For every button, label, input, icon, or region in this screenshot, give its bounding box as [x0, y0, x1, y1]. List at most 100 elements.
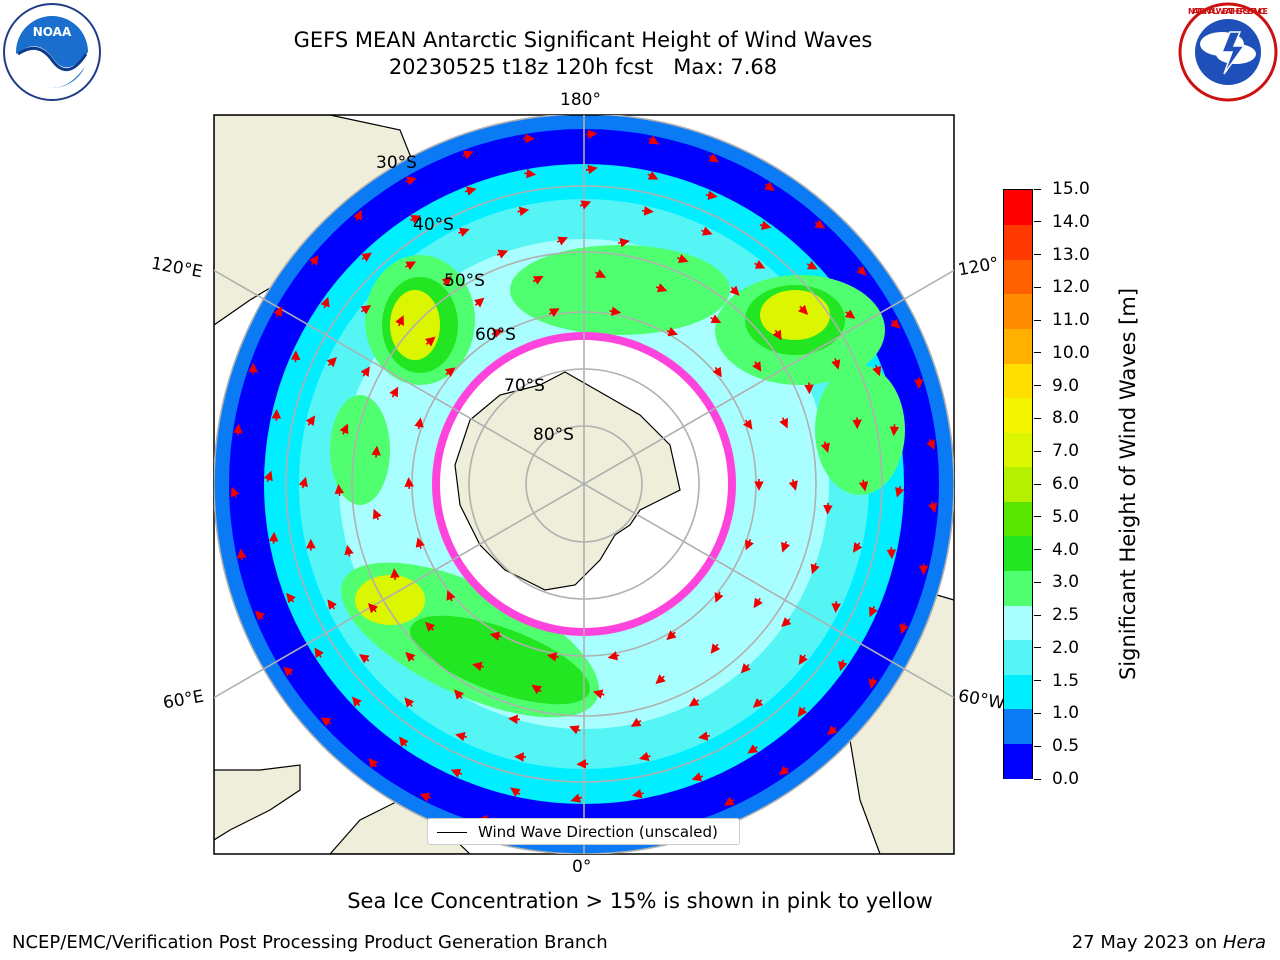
- wave-direction-arrow: [508, 714, 520, 725]
- wave-direction-arrow: [389, 386, 399, 398]
- wave-direction-arrow: [899, 622, 909, 635]
- wave-direction-arrow: [585, 164, 598, 175]
- wave-direction-arrow: [344, 544, 354, 557]
- antarctica-land: [454, 371, 681, 591]
- run-date-text: 27 May 2023 on: [1071, 932, 1223, 953]
- wave-direction-arrow: [489, 631, 502, 641]
- wave-direction-arrow: [368, 757, 379, 769]
- wave-direction-arrow: [444, 367, 456, 377]
- wave-direction-arrow: [858, 479, 869, 492]
- wave-direction-arrow: [474, 297, 485, 308]
- colorbar-tick: [1034, 286, 1041, 288]
- wave-direction-arrow: [772, 329, 782, 341]
- wave-direction-arrow: [814, 219, 826, 229]
- sea-ice-note: Sea Ice Concentration > 15% is shown in …: [347, 889, 933, 913]
- wave-direction-arrow: [268, 531, 279, 544]
- wave-direction-arrow: [399, 736, 409, 748]
- colorbar-segment: [1004, 362, 1032, 399]
- wave-direction-arrow: [327, 599, 337, 610]
- colorbar-segment: [1004, 501, 1032, 537]
- map-legend: Wind Wave Direction (unscaled): [427, 818, 740, 845]
- wave-direction-arrow: [641, 206, 654, 216]
- wave-direction-arrow: [895, 485, 905, 498]
- wave-direction-arrow: [360, 304, 372, 315]
- wave-direction-arrow: [352, 696, 362, 707]
- wave-direction-arrow: [810, 562, 820, 575]
- wave-direction-arrow: [729, 285, 740, 296]
- wave-direction-arrow: [371, 445, 381, 458]
- wave-direction-arrow: [868, 605, 878, 618]
- colorbar-segment: [1004, 535, 1032, 572]
- wave-direction-arrow: [491, 329, 503, 338]
- colorbar-tick: [1034, 581, 1041, 583]
- colorbar-tick-label: 6.0: [1052, 474, 1080, 494]
- colorbar-tick: [1034, 417, 1041, 419]
- colorbar-tick: [1034, 221, 1041, 223]
- wave-direction-arrow: [405, 261, 417, 271]
- wave-direction-arrow: [283, 666, 294, 677]
- wave-direction-arrow: [754, 260, 766, 269]
- lat-label-30s: 30°S: [376, 153, 417, 173]
- colorbar-segment: [1004, 466, 1032, 502]
- colorbar-tick: [1034, 385, 1041, 387]
- wave-direction-arrow: [464, 186, 477, 196]
- wave-direction-arrow: [263, 470, 273, 483]
- colorbar-tick-label: 9.0: [1052, 375, 1080, 396]
- wave-direction-arrow: [764, 181, 775, 192]
- wave-direction-arrow: [254, 610, 265, 621]
- meridian-line: [583, 483, 954, 699]
- colorbar-tick: [1034, 745, 1041, 747]
- colorbar-tick-label: 4.0: [1052, 539, 1080, 560]
- legend-label: Wind Wave Direction (unscaled): [478, 823, 718, 841]
- colorbar-tick: [1034, 254, 1041, 256]
- colorbar-tick-label: 8.0: [1052, 408, 1080, 429]
- colorbar-tick-label: 2.0: [1052, 637, 1080, 658]
- wave-direction-arrow: [701, 226, 713, 236]
- wave-direction-arrow: [585, 129, 598, 140]
- wave-direction-arrow: [358, 654, 370, 664]
- wave-direction-arrow: [753, 597, 763, 609]
- wave-direction-arrow: [404, 477, 414, 490]
- wave-direction-arrow: [705, 190, 718, 201]
- colorbar-tick: [1034, 680, 1041, 682]
- wave-direction-arrow: [472, 661, 484, 672]
- wave-direction-arrow: [647, 170, 659, 180]
- wave-direction-arrow: [927, 501, 938, 513]
- colorbar-segment: [1004, 190, 1032, 226]
- wave-direction-arrow: [798, 654, 808, 665]
- wave-direction-arrow: [677, 254, 689, 264]
- wave-direction-arrow: [524, 168, 537, 179]
- wave-direction-arrow: [517, 206, 530, 217]
- wave-direction-arrow: [688, 697, 700, 707]
- svg-text:NATIONAL WEATHER SERVICE: NATIONAL WEATHER SERVICE: [1188, 7, 1268, 16]
- wave-direction-arrow: [273, 306, 283, 318]
- wave-direction-arrow: [286, 592, 296, 604]
- wave-direction-arrow: [569, 725, 581, 735]
- wave-direction-arrow: [458, 227, 470, 237]
- wave-direction-arrow: [390, 568, 400, 581]
- wave-direction-arrow: [872, 364, 882, 377]
- wave-direction-arrow: [592, 689, 605, 699]
- wave-direction-arrow: [797, 706, 808, 718]
- colorbar-segment: [1004, 397, 1032, 433]
- svg-text:NOAA: NOAA: [33, 25, 72, 39]
- wave-direction-arrow: [666, 630, 677, 641]
- colorbar-tick-label: 1.0: [1052, 703, 1080, 724]
- wave-direction-arrow: [579, 200, 592, 210]
- wave-direction-arrow: [532, 275, 544, 285]
- wave-direction-arrow: [446, 590, 456, 602]
- colorbar-tick: [1034, 549, 1041, 551]
- lat-label-40s: 40°S: [413, 215, 454, 235]
- colorbar-segment: [1004, 570, 1032, 606]
- wave-direction-arrow: [353, 209, 362, 221]
- wave-direction-arrow: [712, 366, 722, 378]
- colorbar-tick-label: 0.5: [1052, 736, 1080, 757]
- wave-direction-arrow: [236, 548, 247, 561]
- wave-direction-arrow: [368, 602, 379, 614]
- wave-direction-arrow: [806, 260, 818, 270]
- wave-direction-arrow: [404, 697, 415, 708]
- wave-direction-arrow: [455, 731, 467, 742]
- colorbar-segment: [1004, 605, 1032, 641]
- wave-direction-arrow: [405, 651, 416, 663]
- wave-direction-arrow: [831, 601, 841, 614]
